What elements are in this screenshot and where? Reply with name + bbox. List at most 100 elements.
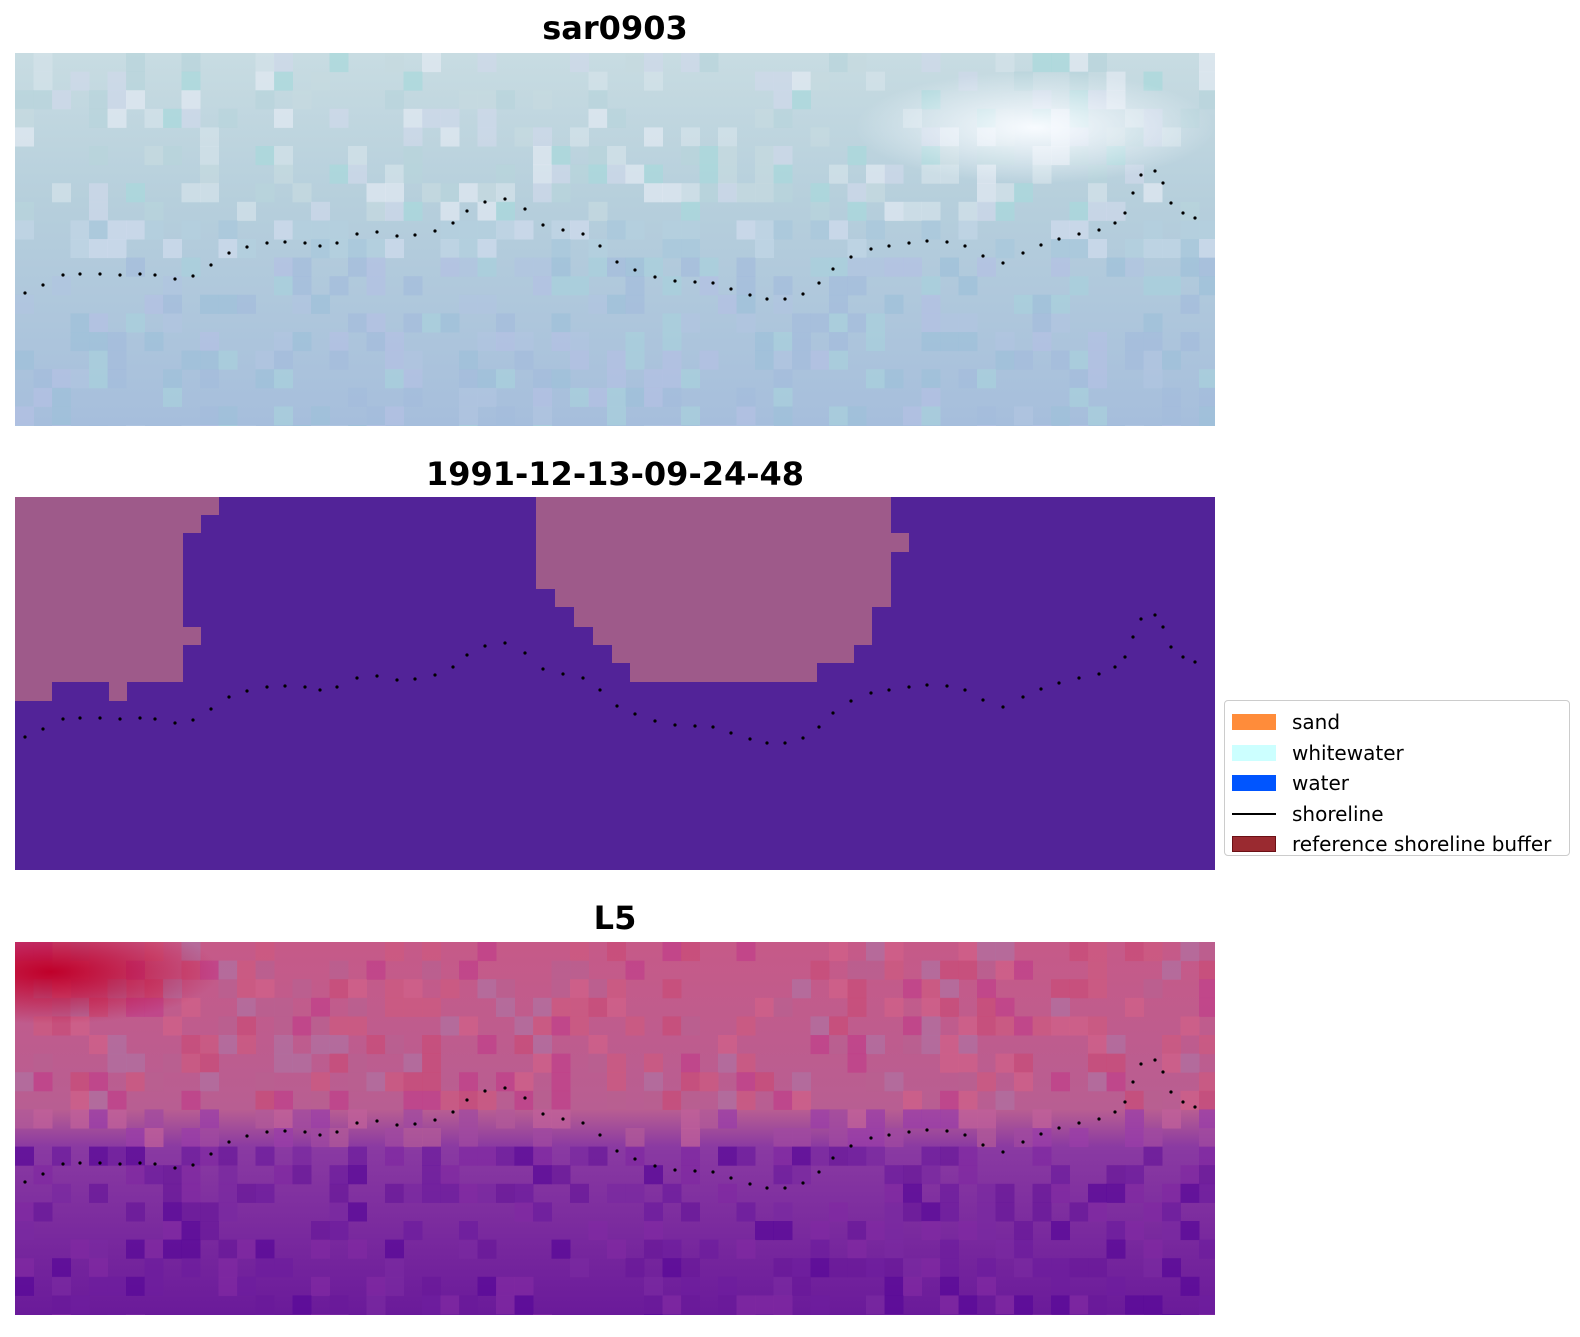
shoreline-point — [748, 1182, 752, 1186]
shoreline-point — [173, 721, 177, 725]
shoreline-point — [693, 724, 697, 728]
shoreline-point — [245, 1134, 249, 1138]
shoreline-point — [303, 241, 307, 245]
shoreline-point — [765, 1186, 769, 1190]
shoreline-point — [78, 716, 82, 720]
shoreline-point — [653, 1164, 657, 1168]
shoreline-point — [817, 725, 821, 729]
legend-item-sand: sand — [1225, 707, 1569, 738]
shoreline-point — [227, 251, 231, 255]
panel-2-svg — [15, 497, 1215, 870]
shoreline-point — [1193, 216, 1197, 220]
shoreline-point — [465, 209, 469, 213]
shoreline-point — [598, 244, 602, 248]
shoreline-point — [581, 232, 585, 236]
shoreline-point — [1057, 1126, 1061, 1130]
legend-swatch-whitewater — [1232, 744, 1276, 761]
shoreline-point — [561, 672, 565, 676]
shoreline-point — [523, 207, 527, 211]
shoreline-point — [1161, 1070, 1165, 1074]
shoreline-point — [1113, 665, 1117, 669]
shoreline-point — [451, 221, 455, 225]
shoreline-point — [1039, 687, 1043, 691]
shoreline-point — [1077, 1121, 1081, 1125]
shoreline-point — [1153, 1058, 1157, 1062]
shoreline-point — [925, 683, 929, 687]
shoreline-point — [711, 1170, 715, 1174]
shoreline-point — [887, 1133, 891, 1137]
shoreline-point — [451, 665, 455, 669]
shoreline-point — [541, 667, 545, 671]
shoreline-point — [303, 1130, 307, 1134]
shoreline-point — [653, 719, 657, 723]
shoreline-point — [1001, 705, 1005, 709]
shoreline-point — [1097, 228, 1101, 232]
shoreline-point — [561, 228, 565, 232]
shoreline-point — [1123, 1100, 1127, 1104]
shoreline-point — [23, 291, 27, 295]
shoreline-point — [1077, 676, 1081, 680]
shoreline-point — [849, 255, 853, 259]
shoreline-point — [673, 723, 677, 727]
shoreline-point — [1097, 672, 1101, 676]
shoreline-point — [138, 716, 142, 720]
legend-item-shoreline: shoreline — [1225, 799, 1569, 830]
shoreline-point — [433, 673, 437, 677]
panel-title-2: 1991-12-13-09-24-48 — [425, 455, 805, 493]
shoreline-point — [673, 279, 677, 283]
legend-item-water: water — [1225, 768, 1569, 799]
shoreline-point — [1057, 681, 1061, 685]
shoreline-point — [335, 241, 339, 245]
shoreline-point — [963, 1133, 967, 1137]
shoreline-point — [1113, 221, 1117, 225]
shoreline-point — [318, 688, 322, 692]
shoreline-point — [355, 1121, 359, 1125]
shoreline-point — [1193, 660, 1197, 664]
shoreline-point — [817, 281, 821, 285]
shoreline-point — [465, 1098, 469, 1102]
shoreline-point — [1077, 232, 1081, 236]
panel-title-3: L5 — [593, 899, 637, 937]
shoreline-point — [1039, 1132, 1043, 1136]
legend-item-whitewater: whitewater — [1225, 738, 1569, 769]
legend-label-sand: sand — [1292, 710, 1341, 735]
shoreline-point — [869, 247, 873, 251]
shoreline-point — [1097, 1117, 1101, 1121]
shoreline-point — [173, 277, 177, 281]
shoreline-point — [1057, 237, 1061, 241]
shoreline-point — [981, 698, 985, 702]
shoreline-point — [1169, 201, 1173, 205]
shoreline-point — [887, 688, 891, 692]
panel-1-image — [15, 53, 1215, 426]
shoreline-point — [598, 688, 602, 692]
shoreline-point — [1161, 625, 1165, 629]
shoreline-point — [395, 1123, 399, 1127]
panel-2-region-left — [15, 497, 219, 701]
shoreline-point — [633, 712, 637, 716]
shoreline-point — [1123, 211, 1127, 215]
panel-1-bright-area — [15, 53, 1215, 426]
shoreline-point — [118, 273, 122, 277]
shoreline-point — [598, 1133, 602, 1137]
shoreline-point — [318, 244, 322, 248]
shoreline-point — [1153, 169, 1157, 173]
shoreline-point — [395, 678, 399, 682]
shoreline-point — [483, 644, 487, 648]
shoreline-point — [209, 707, 213, 711]
shoreline-point — [765, 297, 769, 301]
shoreline-point — [1139, 617, 1143, 621]
panel-3-image — [15, 942, 1215, 1315]
shoreline-point — [1123, 655, 1127, 659]
shoreline-point — [1181, 1100, 1185, 1104]
shoreline-point — [433, 229, 437, 233]
panel-2-image — [15, 497, 1215, 870]
shoreline-point — [265, 685, 269, 689]
legend-swatch-water — [1232, 775, 1276, 792]
shoreline-point — [1139, 173, 1143, 177]
legend-label-shoreline: shoreline — [1292, 801, 1384, 826]
shoreline-point — [831, 267, 835, 271]
shoreline-point — [283, 684, 287, 688]
shoreline-point — [335, 685, 339, 689]
shoreline-point — [191, 274, 195, 278]
shoreline-point — [138, 272, 142, 276]
